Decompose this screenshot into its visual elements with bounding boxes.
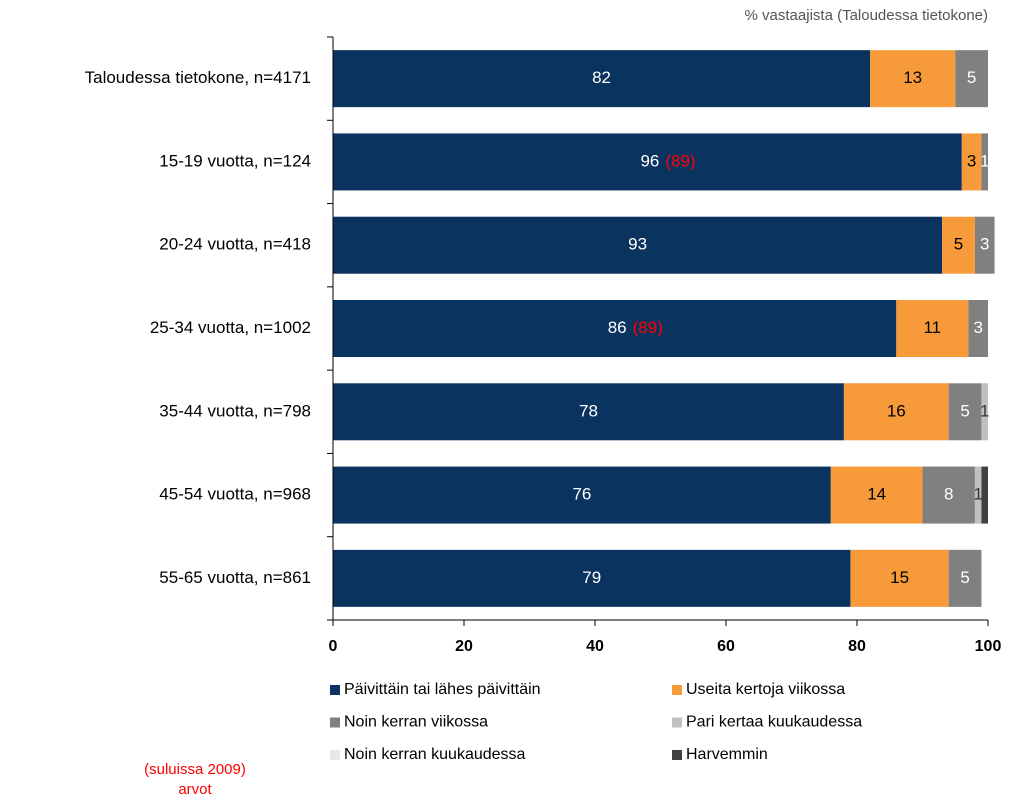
legend-swatch — [330, 750, 340, 760]
data-label: 5 — [960, 568, 969, 587]
data-label: 1 — [980, 151, 989, 170]
data-label: 78 — [579, 401, 598, 420]
bar-segment — [974, 216, 995, 274]
y-tick-label: 15-19 vuotta, n=124 — [159, 151, 311, 170]
bar-segment — [955, 50, 988, 108]
legend-swatch — [672, 717, 682, 728]
bar-segment — [333, 300, 897, 357]
bar-segment — [942, 216, 975, 274]
bar-segment — [333, 133, 962, 191]
data-label: 3 — [980, 235, 989, 254]
bar-segment — [333, 466, 831, 524]
y-tick-label: 25-34 vuotta, n=1002 — [150, 318, 311, 337]
footnote: (suluissa 2009) — [144, 761, 246, 778]
x-tick-label: 80 — [848, 638, 866, 655]
data-label: 3 — [967, 151, 976, 170]
data-label: 93 — [628, 235, 647, 254]
legend-label: Pari kertaa kuukaudessa — [686, 714, 862, 731]
annotation-2009: (89) — [633, 318, 663, 337]
bar-segment — [974, 466, 982, 524]
legend-label: Noin kerran kuukaudessa — [344, 746, 526, 763]
bar-segment — [333, 216, 943, 274]
bar-segment — [896, 300, 969, 357]
bar-segment — [333, 50, 871, 108]
footnote: arvot — [178, 781, 212, 798]
bar-segment — [981, 383, 988, 441]
legend-swatch — [672, 685, 682, 695]
legend-label: Useita kertoja viikossa — [686, 681, 845, 698]
x-tick-label: 40 — [586, 638, 604, 655]
bar-segment — [968, 300, 988, 357]
axis-note: % vastaajista (Taloudessa tietokone) — [745, 7, 988, 24]
data-label: 5 — [960, 401, 969, 420]
y-tick-label: 45-54 vuotta, n=968 — [159, 485, 311, 504]
data-label: 86 — [608, 318, 627, 337]
data-label: 79 — [582, 568, 601, 587]
bar-segment — [961, 133, 982, 191]
bar-segment — [830, 466, 923, 524]
legend-label: Päivittäin tai lähes päivittäin — [344, 681, 541, 698]
data-label: 1 — [973, 485, 982, 504]
bar-segment — [850, 549, 949, 607]
y-tick-label: 35-44 vuotta, n=798 — [159, 401, 311, 420]
x-tick-label: 100 — [975, 638, 1002, 655]
bar-segment — [843, 383, 949, 441]
data-label: 76 — [572, 485, 591, 504]
bar-segment — [870, 50, 956, 108]
data-label: 5 — [967, 68, 976, 87]
bar-segment — [948, 549, 982, 607]
data-label: 15 — [890, 568, 909, 587]
data-label: 3 — [973, 318, 982, 337]
annotation-2009: (89) — [665, 151, 695, 170]
bar-segment — [333, 549, 851, 607]
bar-segment — [948, 383, 982, 441]
data-label: 13 — [903, 68, 922, 87]
data-label: 14 — [867, 485, 886, 504]
legend-label: Noin kerran viikossa — [344, 714, 488, 731]
data-label: 96 — [640, 151, 659, 170]
legend-swatch — [330, 717, 340, 728]
bar-segment — [922, 466, 975, 524]
bar-segment — [981, 133, 988, 191]
data-label: 5 — [954, 235, 963, 254]
y-tick-label: 20-24 vuotta, n=418 — [159, 235, 311, 254]
legend-label: Harvemmin — [686, 746, 768, 763]
data-label: 8 — [944, 485, 953, 504]
bar-segment — [333, 383, 844, 441]
data-label: 82 — [592, 68, 611, 87]
data-label: 16 — [887, 401, 906, 420]
legend-swatch — [672, 750, 682, 760]
x-tick-label: 60 — [717, 638, 735, 655]
y-tick-label: Taloudessa tietokone, n=4171 — [85, 68, 311, 87]
bar-segment — [981, 466, 988, 524]
data-label: 1 — [980, 401, 989, 420]
legend-swatch — [330, 685, 340, 695]
x-tick-label: 0 — [329, 638, 338, 655]
data-label: 11 — [923, 318, 941, 337]
y-tick-label: 55-65 vuotta, n=861 — [159, 568, 311, 587]
x-tick-label: 20 — [455, 638, 473, 655]
